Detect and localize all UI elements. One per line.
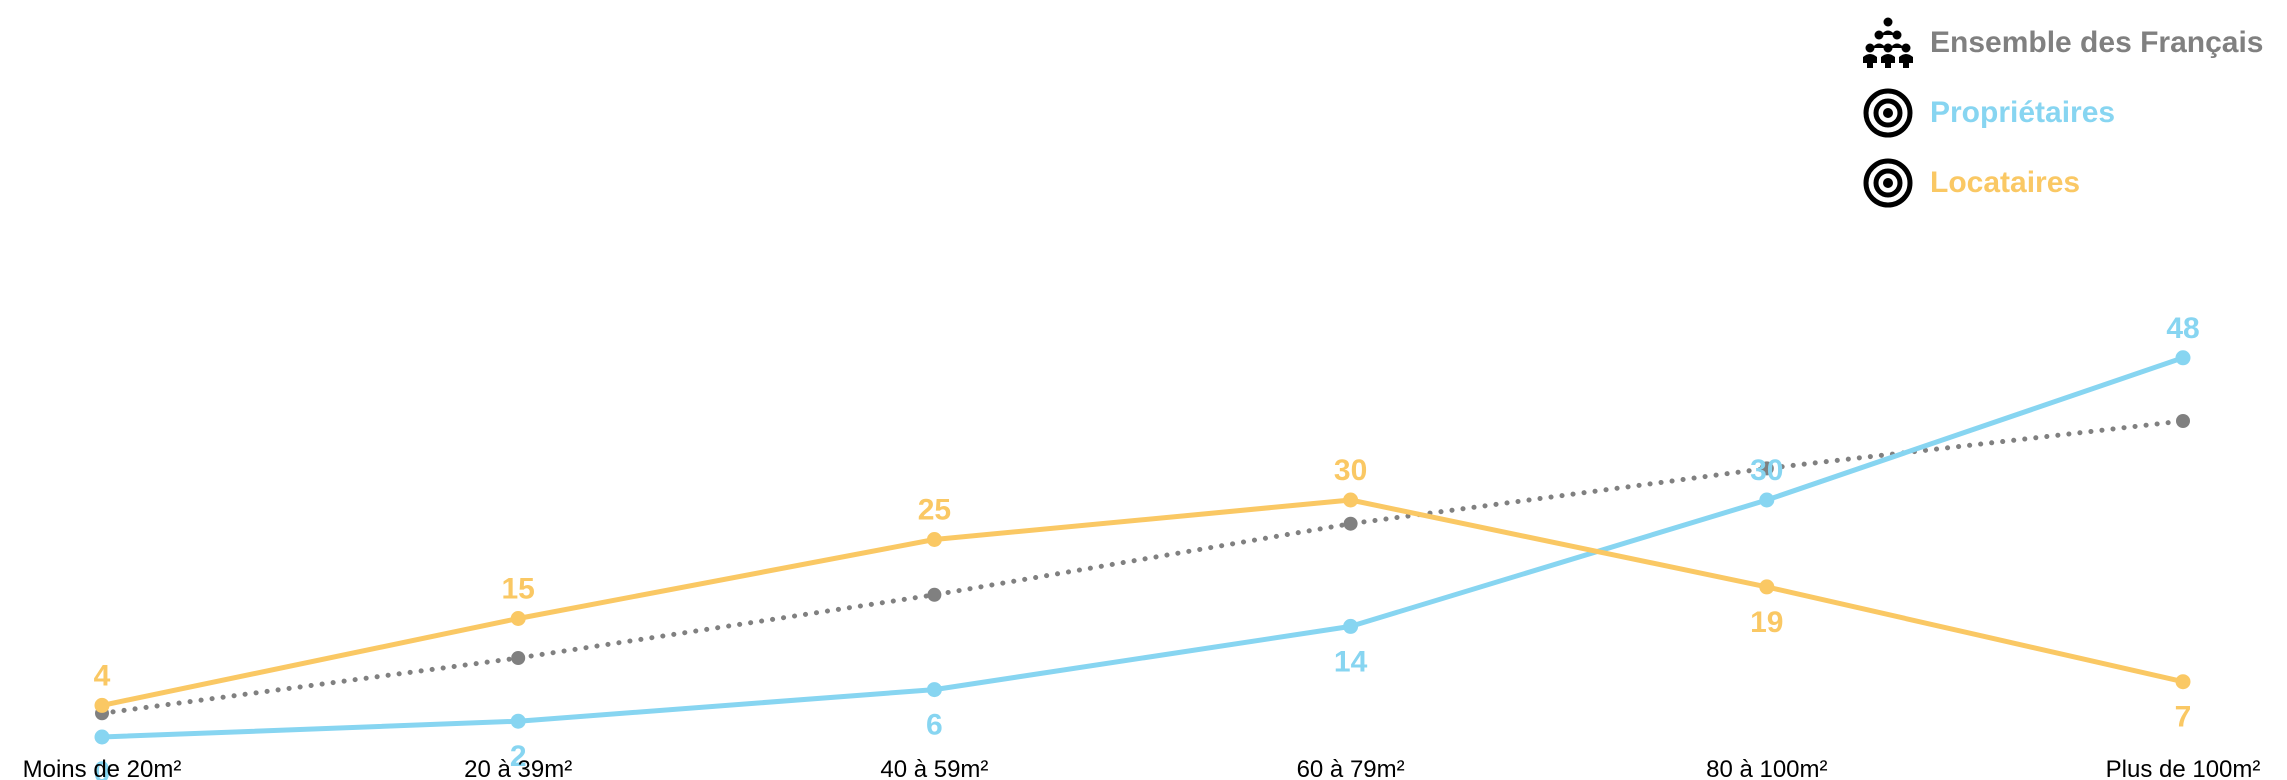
x-tick-label-1: 20 à 39m² (464, 756, 572, 780)
series-line-2 (99, 497, 2186, 708)
series-point-0-4 (1759, 461, 1774, 476)
data-label-1-0: 0 (94, 756, 111, 780)
target-icon (1860, 85, 1916, 141)
data-label-1-2: 6 (926, 709, 943, 742)
series-point-1-2 (926, 682, 942, 698)
data-labels: 0 2 6 14 30 48 4 15 25 30 19 7 (94, 312, 2200, 780)
x-tick-label-2: 40 à 59m² (880, 756, 988, 780)
legend: Ensemble des Français Propriétaires Loca… (1860, 8, 2264, 218)
legend-label-ensemble: Ensemble des Français (1930, 26, 2264, 59)
legend-item-locataires: Locataires (1860, 148, 2264, 218)
series-point-0-2 (927, 587, 942, 602)
data-label-1-3: 14 (1334, 645, 1368, 678)
series-point-2-0 (94, 697, 110, 713)
legend-label-locataires: Locataires (1930, 166, 2081, 199)
data-label-2-0: 4 (94, 659, 111, 692)
people-group-icon (1860, 15, 1916, 71)
series-point-1-1 (510, 713, 526, 729)
series-point-1-5 (2175, 350, 2191, 366)
series-point-0-1 (511, 651, 526, 665)
x-tick-label-0: Moins de 20m² (23, 756, 182, 780)
data-label-2-4: 19 (1750, 606, 1783, 639)
series-point-1-4 (1759, 492, 1775, 508)
x-tick-label-3: 60 à 79m² (1297, 756, 1405, 780)
series-point-0-3 (1343, 516, 1358, 531)
target-icon (1860, 155, 1916, 211)
series-point-2-5 (2175, 674, 2191, 690)
legend-item-proprietaires: Propriétaires (1860, 78, 2264, 148)
series-point-2-2 (926, 532, 942, 547)
series-point-2-1 (510, 611, 526, 626)
series-points (94, 350, 2191, 745)
series-point-1-0 (94, 729, 110, 745)
legend-label-proprietaires: Propriétaires (1930, 96, 2116, 129)
series-line-0 (99, 418, 2186, 716)
data-label-1-1: 2 (510, 740, 527, 773)
data-label-2-3: 30 (1334, 454, 1367, 487)
series-point-2-4 (1759, 579, 1775, 595)
x-tick-label-5: Plus de 100m² (2106, 756, 2261, 780)
data-label-2-1: 15 (502, 573, 535, 606)
data-label-2-5: 7 (2175, 701, 2192, 734)
series-point-0-5 (2176, 414, 2190, 428)
x-axis-tick-labels: Moins de 20m² 20 à 39m² 40 à 59m² 60 à 79m²… (23, 756, 2261, 780)
legend-item-ensemble: Ensemble des Français (1860, 8, 2264, 78)
series-point-2-3 (1343, 492, 1359, 508)
series-line-1 (99, 355, 2186, 740)
x-tick-label-4: 80 à 100m² (1706, 756, 1827, 780)
series-lines (99, 355, 2186, 740)
data-label-2-2: 25 (918, 494, 951, 527)
series-point-1-3 (1343, 618, 1359, 634)
data-label-1-5: 48 (2166, 312, 2199, 345)
data-label-1-4: 30 (1750, 454, 1783, 487)
